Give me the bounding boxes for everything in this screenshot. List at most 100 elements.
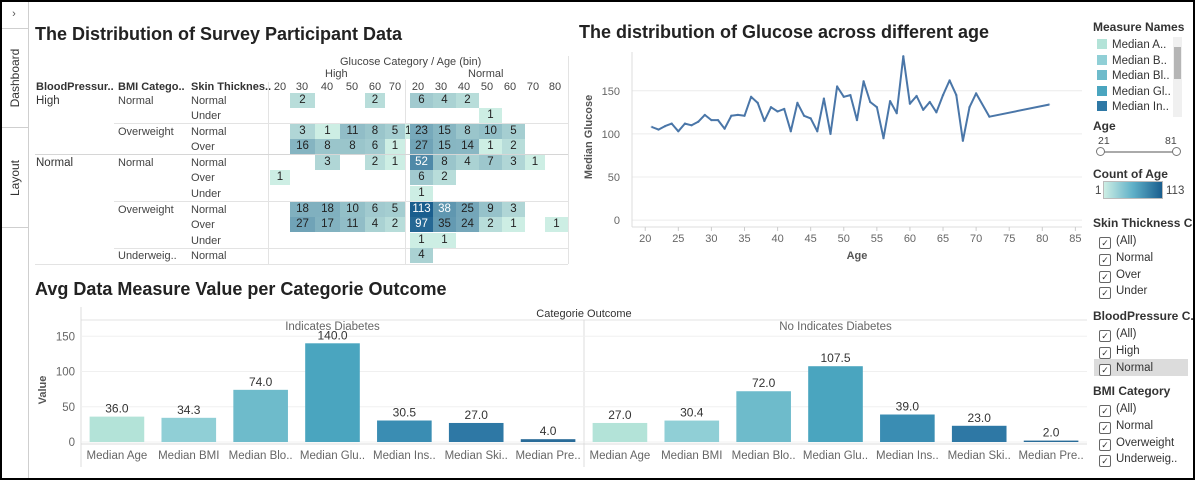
heatmap-cell[interactable]: 1 <box>315 124 340 139</box>
heatmap-cell[interactable]: 1 <box>405 124 412 139</box>
heatmap-cell[interactable]: 11 <box>340 217 365 232</box>
heatmap-cell[interactable]: 2 <box>385 217 405 232</box>
heatmap-cell[interactable]: 1 <box>385 155 405 170</box>
heatmap-cell[interactable]: 52 <box>410 155 433 170</box>
legend-item[interactable]: Median In.. <box>1097 101 1169 113</box>
skin-filter-checkbox[interactable]: ✓ (All) <box>1099 234 1136 249</box>
heatmap-cell[interactable]: 6 <box>365 139 385 154</box>
heatmap-cell[interactable]: 25 <box>456 202 479 217</box>
heatmap-cell[interactable]: 1 <box>502 217 525 232</box>
expand-icon[interactable]: › <box>12 8 16 20</box>
bmi-filter-checkbox[interactable]: ✓ Normal <box>1099 419 1153 434</box>
heatmap-cell[interactable]: 7 <box>479 155 502 170</box>
heatmap-cell[interactable]: 1 <box>479 108 502 123</box>
skin-filter-checkbox[interactable]: ✓ Over <box>1099 268 1141 283</box>
heatmap-cell[interactable]: 2 <box>365 155 385 170</box>
heatmap-cell[interactable]: 5 <box>385 124 405 139</box>
line-chart[interactable]: 0 50 100 150 20 25 30 35 40 45 50 55 60 65 70 75 80 85 Age… <box>577 47 1087 272</box>
heatmap-cell[interactable]: 2 <box>502 139 525 154</box>
heatmap-cell[interactable]: 3 <box>315 155 340 170</box>
heatmap-cell[interactable]: 2 <box>479 217 502 232</box>
heatmap-cell[interactable]: 8 <box>315 139 340 154</box>
bmi-filter-checkbox[interactable]: ✓ Underweig.. <box>1099 452 1177 468</box>
heatmap-cell[interactable]: 27 <box>290 217 315 232</box>
heatmap-cell[interactable]: 6 <box>410 93 433 108</box>
heatmap-cell[interactable]: 113 <box>410 202 433 217</box>
legend-scrollbar-thumb[interactable] <box>1174 47 1181 79</box>
heatmap-cell[interactable]: 2 <box>433 170 456 185</box>
bar-value-label: 72.0 <box>752 376 776 390</box>
heatmap-cell[interactable]: 1 <box>433 233 456 248</box>
heatmap-cell[interactable]: 15 <box>433 124 456 139</box>
x-tick-label: 80 <box>1036 233 1048 245</box>
heatmap-cell[interactable]: 38 <box>433 202 456 217</box>
heatmap-cell[interactable]: 1 <box>479 139 502 154</box>
bp-filter-checkbox[interactable]: ✓ High <box>1099 344 1140 359</box>
legend-scrollbar[interactable] <box>1173 37 1182 117</box>
heatmap-cell[interactable]: 2 <box>290 93 315 108</box>
heatmap-cell[interactable]: 3 <box>290 124 315 139</box>
heatmap-cell[interactable]: 8 <box>340 139 365 154</box>
heatmap-cell[interactable]: 1 <box>410 233 433 248</box>
age-slider[interactable] <box>1100 151 1175 153</box>
bp-filter-option-label: Normal <box>1116 361 1154 374</box>
bp-filter-checkbox[interactable]: ✓ (All) <box>1099 327 1136 342</box>
heatmap-cell[interactable]: 8 <box>433 155 456 170</box>
heatmap-cell[interactable]: 14 <box>456 139 479 154</box>
heatmap-cell[interactable]: 10 <box>340 202 365 217</box>
heatmap-cell[interactable]: 15 <box>433 139 456 154</box>
heatmap-cell[interactable]: 3 <box>502 155 525 170</box>
heatmap-cell[interactable]: 10 <box>479 124 502 139</box>
data-point <box>677 130 680 133</box>
heatmap-cell[interactable]: 5 <box>502 124 525 139</box>
skin-filter-checkbox[interactable]: ✓ Under <box>1099 284 1147 300</box>
heatmap-cell[interactable]: 23 <box>410 124 433 139</box>
bp-filter-checkbox[interactable]: ✓ Normal <box>1099 361 1153 376</box>
heatmap-cell[interactable]: 8 <box>456 124 479 139</box>
heatmap-cell[interactable]: 4 <box>410 248 433 263</box>
heatmap-cell[interactable]: 1 <box>525 155 545 170</box>
skin-filter-checkbox[interactable]: ✓ Normal <box>1099 251 1153 266</box>
heatmap-cell[interactable]: 9 <box>479 202 502 217</box>
heatmap-cell[interactable]: 17 <box>315 217 340 232</box>
legend-item[interactable]: Median Bl.. <box>1097 70 1170 82</box>
heatmap-cell[interactable]: 4 <box>433 93 456 108</box>
bmi-filter-checkbox[interactable]: ✓ Overweight <box>1099 436 1174 451</box>
heatmap-cell[interactable]: 11 <box>340 124 365 139</box>
legend-item[interactable]: Median B.. <box>1097 54 1167 67</box>
heatmap-cell[interactable]: 5 <box>385 202 405 217</box>
legend-label: Median In.. <box>1112 101 1169 113</box>
age-slider-handle-max[interactable] <box>1172 147 1181 156</box>
heatmap-cell[interactable]: 6 <box>365 202 385 217</box>
heatmap-cell[interactable]: 35 <box>433 217 456 232</box>
heatmap-cell[interactable]: 24 <box>456 217 479 232</box>
bmi-filter-checkbox[interactable]: ✓ (All) <box>1099 402 1136 417</box>
data-point <box>690 124 693 127</box>
heatmap-cell[interactable]: 27 <box>410 139 433 154</box>
legend-item[interactable]: Median A.. <box>1097 39 1166 51</box>
bar-chart[interactable]: Categorie Outcome 0 50 100 150 Value Indicates… <box>29 302 1089 472</box>
age-slider-handle-min[interactable] <box>1096 147 1105 156</box>
heatmap-cell[interactable]: 3 <box>502 202 525 217</box>
x-tick-label: 70 <box>970 233 982 245</box>
heatmap-cell[interactable]: 1 <box>385 139 405 154</box>
heatmap-cell[interactable]: 18 <box>315 202 340 217</box>
heatmap-cell[interactable]: 1 <box>270 170 290 185</box>
heatmap-cell[interactable]: 97 <box>410 217 433 232</box>
heatmap-cell[interactable]: 16 <box>290 139 315 154</box>
x-tick-label: Median Ins.. <box>876 450 939 462</box>
heatmap-cell[interactable]: 8 <box>365 124 385 139</box>
tab-layout[interactable]: Layout <box>2 128 28 228</box>
heatmap-cell[interactable]: 2 <box>365 93 385 108</box>
heatmap-cell[interactable]: 4 <box>365 217 385 232</box>
heatmap-cell[interactable]: 1 <box>410 186 433 201</box>
heatmap-cell[interactable]: 4 <box>456 155 479 170</box>
tab-dashboard[interactable]: Dashboard <box>2 28 28 128</box>
heatmap-cell[interactable]: 6 <box>410 170 433 185</box>
skin-filter-option-label: (All) <box>1116 235 1137 247</box>
bar <box>736 391 791 442</box>
heatmap-cell[interactable]: 2 <box>456 93 479 108</box>
heatmap-cell[interactable]: 18 <box>290 202 315 217</box>
legend-item[interactable]: Median Gl.. <box>1097 85 1171 98</box>
heatmap-cell[interactable]: 1 <box>545 217 568 232</box>
